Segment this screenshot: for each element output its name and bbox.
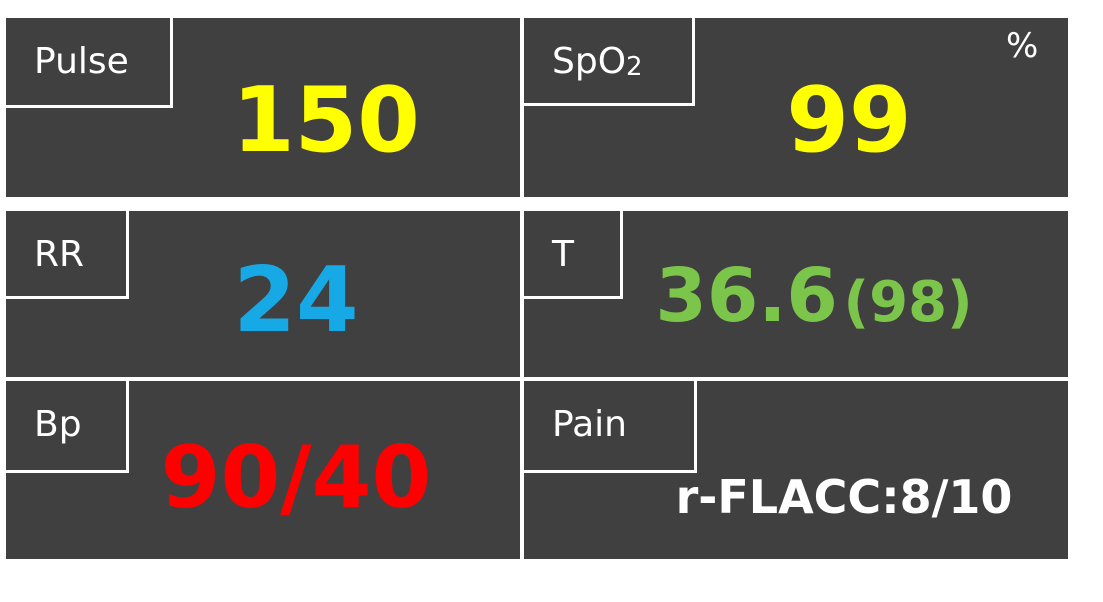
bp-label-box: Bp bbox=[6, 381, 129, 473]
pain-value: r-FLACC:8/10 bbox=[675, 470, 1013, 524]
bp-label: Bp bbox=[34, 404, 82, 445]
rr-label-box: RR bbox=[6, 211, 129, 299]
spo2-value: 99 bbox=[786, 68, 912, 173]
pulse-panel: Pulse 150 bbox=[4, 16, 522, 199]
temp-value-f: (98) bbox=[843, 270, 973, 335]
temp-panel: T 36.6 (98) bbox=[522, 209, 1070, 379]
rr-value: 24 bbox=[233, 248, 359, 353]
spo2-label: SpO2 bbox=[552, 41, 643, 82]
temp-label-box: T bbox=[524, 211, 623, 299]
temp-label: T bbox=[552, 234, 574, 275]
pain-label-box: Pain bbox=[524, 381, 697, 473]
pulse-value: 150 bbox=[232, 68, 420, 173]
bp-panel: Bp 90/40 bbox=[4, 379, 522, 561]
pain-panel: Pain r-FLACC:8/10 bbox=[522, 379, 1070, 561]
pulse-label: Pulse bbox=[34, 41, 129, 82]
spo2-label-box: SpO2 bbox=[524, 18, 695, 106]
pulse-label-box: Pulse bbox=[6, 18, 173, 108]
spo2-label-main: SpO bbox=[552, 41, 627, 82]
rr-label: RR bbox=[34, 234, 85, 275]
rr-panel: RR 24 bbox=[4, 209, 522, 379]
spo2-label-sub: 2 bbox=[626, 52, 643, 82]
temp-value-group: 36.6 (98) bbox=[654, 259, 974, 333]
bp-value: 90/40 bbox=[160, 428, 432, 528]
spo2-panel: SpO2 99 % bbox=[522, 16, 1070, 199]
temp-value: 36.6 bbox=[655, 253, 838, 339]
pain-label: Pain bbox=[552, 404, 627, 445]
spo2-unit: % bbox=[1006, 26, 1039, 66]
